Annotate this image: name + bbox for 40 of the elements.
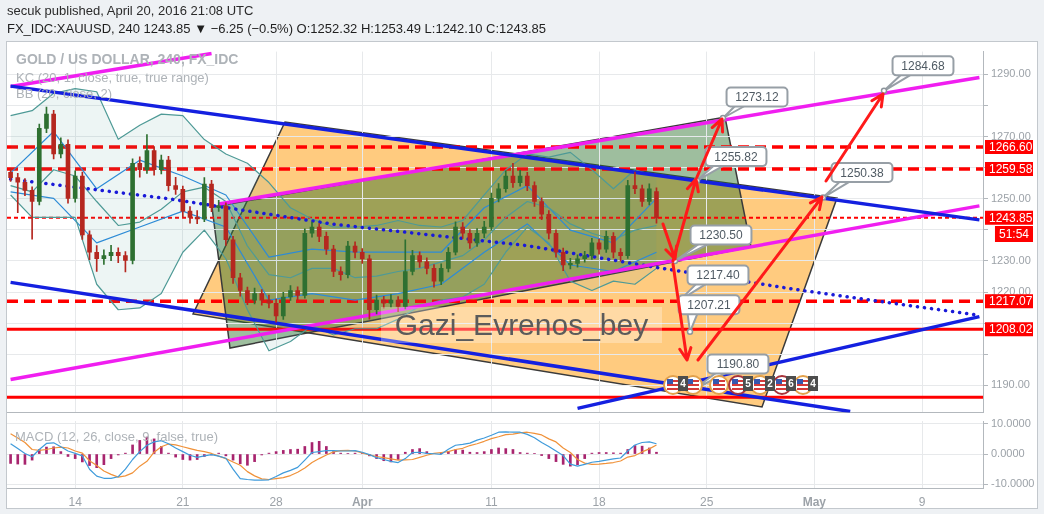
ref-line-label: 1208.02: [989, 322, 1033, 337]
annotation: 1190.80: [716, 357, 760, 371]
ref-line-label: 1243.85: [989, 210, 1033, 225]
annotation: 1217.40: [696, 268, 741, 283]
y-tick-label: 1270.00: [991, 129, 1031, 142]
y-tick-label: 1230.00: [991, 253, 1031, 266]
x-tick-label: 21: [176, 494, 190, 509]
chart-subtitle: secuk published, April 20, 2016 21:08 UTC: [7, 3, 254, 18]
text: 51:54: [998, 226, 1030, 241]
y-tick-label: 1290.00: [991, 67, 1031, 80]
annotation: 1255.82: [714, 149, 759, 164]
x-tick-label: 14: [68, 494, 83, 509]
annotation: 6: [786, 376, 796, 391]
x-tick-label: 25: [700, 494, 714, 509]
annotation: 1284.68: [901, 58, 946, 73]
annotation: 1273.12: [735, 90, 780, 104]
x-tick-label: 28: [269, 494, 284, 509]
x-tick-label: 11: [485, 494, 498, 509]
x-tick-label: Apr: [351, 494, 373, 509]
ref-line-label: 1217.07: [989, 293, 1033, 308]
annotation: 1230.50: [699, 228, 744, 242]
annotation: GOLD / US DOLLAR, 240, FX_IDC: [16, 50, 239, 67]
y-tick-label: 1250.00: [991, 191, 1031, 204]
x-tick-label: 18: [592, 494, 607, 509]
annotation: 1207.21: [687, 297, 732, 312]
annotation: MACD (12, 26, close, 9, false, true): [15, 428, 219, 444]
y-tick-label: -10.0000: [991, 477, 1035, 490]
y-tick-label: 0.0000: [991, 447, 1025, 460]
annotation: 2: [765, 376, 775, 391]
y-tick-label: 10.0000: [991, 416, 1031, 429]
annotation: 4: [678, 376, 688, 391]
annotation: 4: [808, 376, 818, 391]
chart-title: FX_IDC:XAUUSD, 240 1243.85 ▼ −6.25 (−0.5%) O:1252.32 H:1253.49 L:1242.10 C:1243.85: [7, 21, 546, 36]
ref-line-label: 1266.60: [989, 139, 1033, 154]
annotation: 1250.38: [840, 165, 885, 180]
annotation: 5: [743, 376, 753, 391]
y-tick-label: 1190.00: [991, 378, 1030, 391]
ref-line-label: 1259.58: [989, 161, 1033, 176]
x-tick-label: May: [802, 494, 827, 509]
x-tick-label: 9: [918, 494, 926, 509]
